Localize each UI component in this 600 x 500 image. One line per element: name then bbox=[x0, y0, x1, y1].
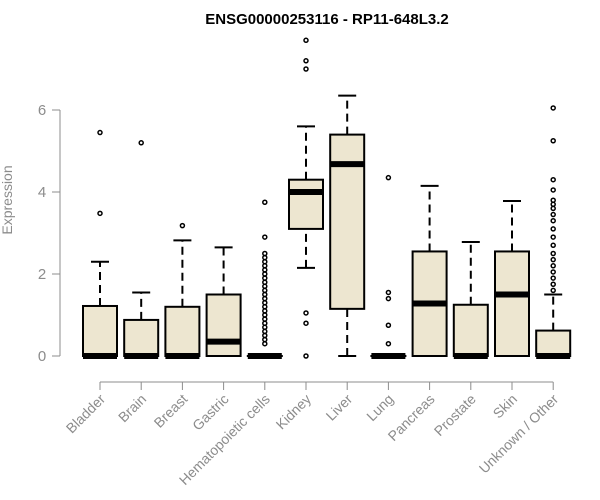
outlier-point bbox=[97, 210, 103, 217]
outlier-point bbox=[303, 37, 309, 44]
y-tick-label: 2 bbox=[38, 266, 46, 283]
x-tick-label: Liver bbox=[323, 391, 356, 424]
outlier-point bbox=[550, 187, 556, 193]
box-pancreas bbox=[411, 184, 448, 357]
box-kidney bbox=[288, 37, 324, 359]
outlier-point bbox=[550, 269, 556, 275]
outlier-point bbox=[179, 222, 186, 229]
x-tick-label: Brain bbox=[115, 391, 149, 425]
outlier-point bbox=[97, 129, 103, 136]
outlier-point bbox=[550, 287, 556, 294]
x-tick-label: Bladder bbox=[63, 391, 109, 437]
outlier-point bbox=[385, 295, 392, 302]
outlier-point bbox=[550, 176, 556, 183]
box-unknown-other bbox=[535, 105, 572, 359]
boxes-layer bbox=[82, 37, 572, 359]
x-tick-label: Skin bbox=[490, 391, 521, 422]
outlier-point bbox=[550, 105, 556, 111]
outlier-point bbox=[385, 322, 392, 328]
box-skin bbox=[494, 200, 530, 357]
outlier-point bbox=[550, 263, 556, 269]
chart-title: ENSG00000253116 - RP11-648L3.2 bbox=[205, 11, 449, 28]
outlier-point bbox=[550, 217, 556, 224]
box-iqr bbox=[82, 304, 118, 358]
outlier-point bbox=[550, 226, 556, 232]
box-lung bbox=[370, 174, 407, 359]
box-hematopoietic-cells bbox=[246, 199, 283, 359]
box-iqr bbox=[535, 329, 572, 357]
box-brain bbox=[123, 140, 160, 359]
box-breast bbox=[164, 222, 201, 359]
box-gastric bbox=[205, 246, 242, 357]
outlier-point bbox=[550, 197, 556, 203]
y-axis: 0 2 4 6 bbox=[38, 102, 61, 365]
x-tick-label: Kidney bbox=[273, 391, 315, 433]
outlier-point bbox=[550, 242, 556, 249]
outlier-point bbox=[550, 250, 556, 257]
x-tick-label: Breast bbox=[151, 391, 191, 431]
box-bladder bbox=[82, 129, 118, 359]
outlier-point bbox=[550, 275, 556, 281]
outlier-point bbox=[303, 58, 309, 64]
outlier-point bbox=[385, 340, 392, 347]
outlier-point bbox=[303, 320, 309, 326]
box-prostate bbox=[452, 241, 489, 359]
y-tick-label: 6 bbox=[38, 102, 46, 119]
outlier-point bbox=[550, 234, 556, 240]
y-tick-label: 4 bbox=[38, 184, 46, 201]
box-iqr bbox=[288, 178, 324, 230]
outlier-point bbox=[303, 353, 309, 359]
x-tick-label: Prostate bbox=[431, 391, 479, 439]
box-iqr bbox=[452, 303, 489, 357]
y-axis-label: Expression bbox=[0, 165, 15, 234]
outlier-point bbox=[303, 310, 309, 316]
outlier-point bbox=[550, 138, 556, 144]
outlier-point bbox=[303, 66, 309, 72]
outlier-point bbox=[385, 174, 392, 181]
outlier-point bbox=[385, 289, 392, 296]
outlier-point bbox=[138, 140, 144, 146]
y-tick-label: 0 bbox=[38, 348, 46, 365]
outlier-point bbox=[262, 234, 268, 240]
x-tick-label: Lung bbox=[363, 391, 396, 424]
box-iqr bbox=[329, 133, 366, 310]
box-iqr bbox=[205, 293, 242, 357]
box-iqr bbox=[164, 305, 201, 357]
outlier-point bbox=[550, 211, 556, 218]
box-iqr bbox=[123, 318, 160, 358]
outlier-point bbox=[550, 281, 556, 287]
box-iqr bbox=[494, 250, 530, 357]
box-liver bbox=[329, 94, 366, 357]
outlier-point bbox=[550, 256, 556, 263]
outlier-point bbox=[262, 250, 268, 257]
outlier-point bbox=[262, 199, 268, 205]
